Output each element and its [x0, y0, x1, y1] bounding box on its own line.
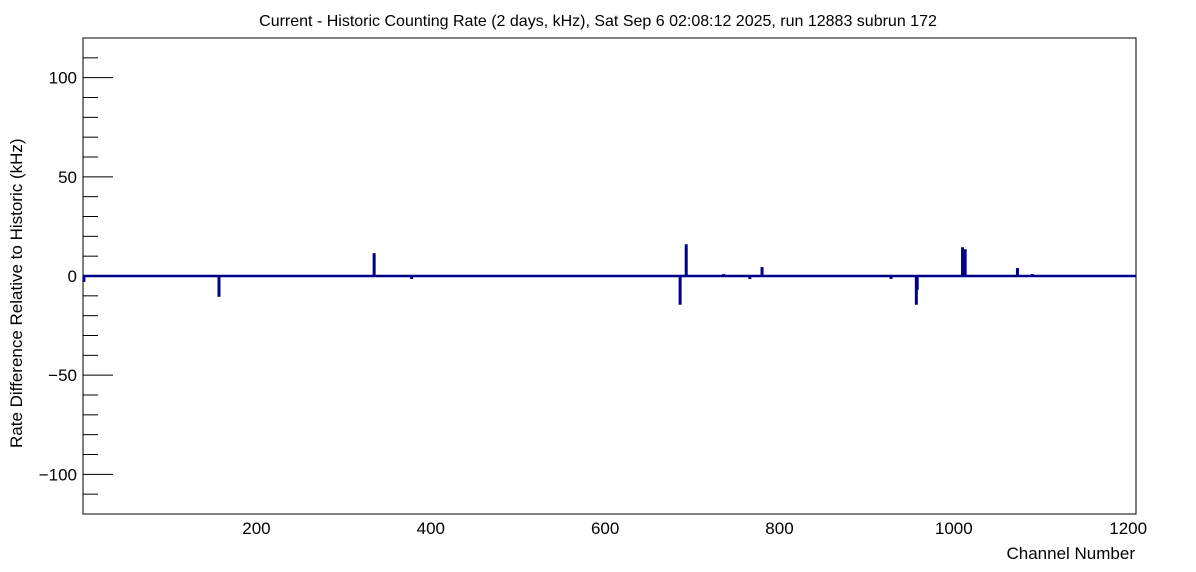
- bar: [961, 247, 965, 276]
- y-tick-label: 50: [58, 168, 77, 187]
- chart-title: Current - Historic Counting Rate (2 days…: [259, 13, 937, 30]
- bar: [915, 276, 919, 290]
- y-tick-label: −50: [48, 366, 77, 385]
- bar: [760, 267, 764, 276]
- bar: [678, 276, 682, 305]
- x-tick-label: 1000: [935, 519, 973, 538]
- x-tick-label: 600: [591, 519, 619, 538]
- bar: [372, 253, 376, 276]
- data-bars: [82, 244, 1034, 305]
- x-tick-label: 1200: [1109, 519, 1147, 538]
- y-axis-title: Rate Difference Relative to Historic (kH…: [7, 138, 26, 448]
- bar: [748, 276, 752, 279]
- bar: [410, 276, 414, 279]
- bar: [1015, 268, 1019, 276]
- bar: [684, 244, 688, 276]
- x-tick-label: 800: [765, 519, 793, 538]
- bar: [82, 276, 86, 282]
- bar: [217, 276, 221, 297]
- bar: [914, 276, 918, 305]
- x-tick-label: 200: [242, 519, 270, 538]
- bar: [963, 249, 967, 276]
- bar: [889, 276, 893, 279]
- y-tick-label: −100: [39, 465, 77, 484]
- x-axis-title: Channel Number: [1006, 544, 1135, 563]
- y-tick-label: 0: [68, 267, 77, 286]
- x-tick-label: 400: [417, 519, 445, 538]
- y-tick-label: 100: [49, 69, 77, 88]
- tick-labels: 200 400 600 800 1000 1200 −100 −50 0 50 100: [39, 69, 1147, 538]
